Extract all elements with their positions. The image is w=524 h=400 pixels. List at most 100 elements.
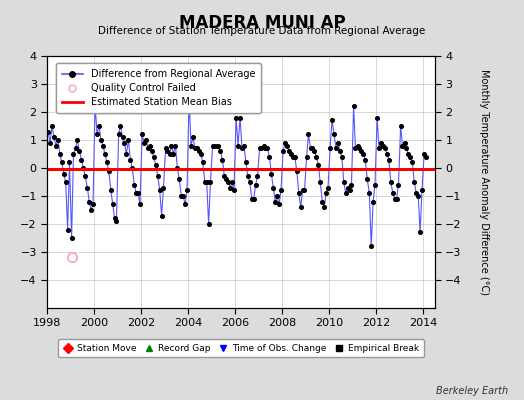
Point [173, 165, 181, 171]
Point [365, 190, 374, 196]
Point [118, 134, 127, 140]
Point [304, 131, 313, 138]
Point [357, 148, 366, 154]
Point [232, 114, 241, 121]
Point [116, 123, 125, 129]
Point [142, 137, 150, 143]
Point [63, 226, 72, 233]
Point [387, 179, 395, 185]
Point [73, 137, 82, 143]
Point [134, 190, 143, 196]
Point [310, 148, 319, 154]
Point [269, 184, 277, 191]
Point [402, 145, 411, 152]
Point [248, 196, 256, 202]
Point [81, 173, 90, 180]
Point [151, 162, 160, 168]
Point [299, 187, 307, 194]
Point [316, 179, 324, 185]
Point [167, 142, 176, 149]
Point [397, 123, 405, 129]
Point [314, 162, 323, 168]
Point [253, 173, 261, 180]
Point [336, 148, 344, 154]
Point [379, 142, 387, 149]
Point [107, 187, 115, 194]
Point [363, 176, 372, 182]
Point [410, 179, 419, 185]
Point [214, 142, 223, 149]
Point [185, 95, 193, 101]
Point [87, 207, 95, 213]
Point [224, 179, 233, 185]
Point [130, 182, 138, 188]
Point [375, 145, 383, 152]
Point [322, 190, 330, 196]
Point [150, 154, 158, 160]
Point [219, 156, 227, 163]
Point [216, 148, 225, 154]
Point [292, 168, 301, 174]
Point [326, 145, 334, 152]
Point [420, 151, 428, 157]
Legend: Station Move, Record Gap, Time of Obs. Change, Empirical Break: Station Move, Record Gap, Time of Obs. C… [58, 340, 424, 358]
Point [238, 145, 246, 152]
Point [249, 196, 258, 202]
Point [337, 154, 346, 160]
Point [54, 137, 62, 143]
Point [112, 218, 121, 224]
Point [230, 187, 238, 194]
Point [189, 134, 198, 140]
Point [124, 137, 133, 143]
Y-axis label: Monthly Temperature Anomaly Difference (°C): Monthly Temperature Anomaly Difference (… [478, 69, 488, 295]
Point [126, 156, 135, 163]
Point [148, 148, 156, 154]
Point [332, 145, 340, 152]
Point [277, 187, 285, 194]
Point [261, 145, 270, 152]
Point [320, 204, 329, 210]
Point [353, 142, 362, 149]
Point [181, 201, 189, 208]
Point [132, 190, 140, 196]
Point [161, 145, 170, 152]
Point [404, 151, 412, 157]
Point [75, 148, 83, 154]
Point [318, 198, 326, 205]
Point [281, 140, 289, 146]
Point [246, 179, 254, 185]
Point [373, 114, 381, 121]
Point [201, 179, 209, 185]
Point [136, 201, 144, 208]
Point [389, 190, 397, 196]
Point [122, 151, 130, 157]
Point [418, 187, 426, 194]
Point [179, 193, 188, 199]
Point [275, 201, 283, 208]
Point [263, 145, 271, 152]
Point [255, 145, 264, 152]
Point [294, 190, 303, 196]
Point [400, 140, 409, 146]
Point [340, 179, 348, 185]
Point [239, 142, 248, 149]
Point [93, 131, 101, 138]
Point [267, 170, 276, 177]
Point [273, 193, 281, 199]
Point [61, 179, 70, 185]
Point [350, 103, 358, 110]
Point [257, 145, 266, 152]
Point [297, 204, 305, 210]
Point [242, 159, 250, 166]
Point [414, 193, 422, 199]
Point [367, 243, 375, 250]
Point [394, 182, 402, 188]
Point [68, 254, 77, 261]
Point [171, 142, 180, 149]
Point [300, 187, 309, 194]
Point [195, 148, 203, 154]
Point [52, 142, 60, 149]
Point [392, 196, 401, 202]
Point [355, 145, 364, 152]
Point [196, 151, 205, 157]
